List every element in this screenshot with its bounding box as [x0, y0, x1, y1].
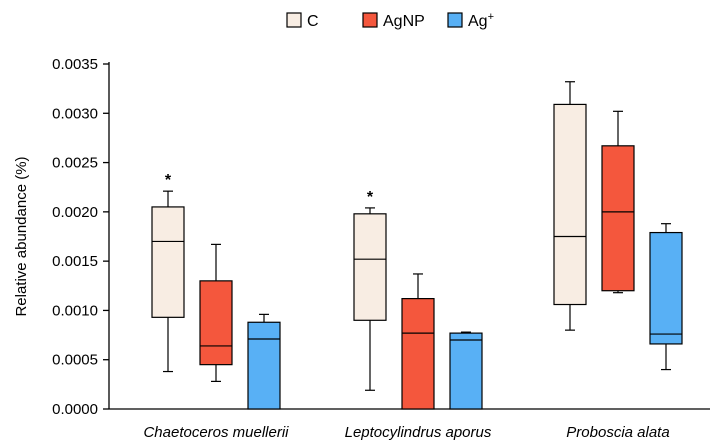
legend-label-text: Ag — [468, 13, 488, 30]
box-ag-2 — [649, 223, 683, 371]
box-iqr — [649, 231, 683, 345]
box-c-1 — [353, 207, 387, 391]
box-iqr — [353, 213, 387, 321]
y-tick-label: 0.0005 — [52, 352, 98, 369]
legend-item-agnp: AgNP — [362, 12, 425, 30]
box-iqr — [199, 280, 233, 366]
legend-label: AgNP — [383, 13, 425, 30]
significance-marker: * — [367, 189, 374, 206]
legend-label-text: C — [307, 13, 319, 30]
box-iqr — [401, 298, 435, 410]
box-iqr — [601, 145, 635, 292]
y-ticks: 0.0000 0.0005 0.0010 0.0015 0.0020 0.0025 0.00… — [52, 56, 109, 418]
box-iqr — [247, 321, 281, 410]
axes: Relative abundance (%) — [13, 62, 710, 410]
box-c-2 — [553, 81, 587, 331]
box-agnp-2 — [601, 110, 635, 294]
box-iqr — [449, 332, 483, 410]
legend: C AgNP Ag+ — [286, 11, 494, 30]
category-labels: Chaetoceros muellerii Leptocylindrus apor… — [143, 424, 669, 441]
y-tick-label: 0.0010 — [52, 302, 98, 319]
legend-label: C — [307, 13, 319, 30]
y-tick-label: 0.0035 — [52, 56, 98, 73]
legend-label: Ag+ — [468, 11, 494, 30]
x-category-label: Leptocylindrus aporus — [345, 424, 492, 441]
x-category-label: Chaetoceros muellerii — [143, 424, 289, 441]
box-ag-1 — [449, 331, 483, 410]
legend-label-text: AgNP — [383, 13, 425, 30]
legend-item-ag: Ag+ — [447, 11, 494, 30]
box-iqr — [553, 103, 587, 306]
y-tick-label: 0.0025 — [52, 155, 98, 172]
boxes: ** — [151, 81, 683, 410]
x-category-label: Proboscia alata — [566, 424, 669, 441]
box-agnp-0 — [199, 243, 233, 382]
legend-swatch — [362, 12, 378, 28]
y-tick-label: 0.0000 — [52, 401, 98, 418]
significance-marker: * — [165, 172, 172, 189]
box-ag-0 — [247, 313, 281, 410]
y-axis-title: Relative abundance (%) — [13, 156, 30, 316]
legend-swatch — [286, 12, 302, 28]
legend-label-superscript: + — [488, 11, 494, 23]
box-iqr — [151, 206, 185, 318]
box-agnp-1 — [401, 273, 435, 410]
box-c-0 — [151, 190, 185, 373]
legend-item-c: C — [286, 12, 319, 30]
y-tick-label: 0.0030 — [52, 105, 98, 122]
y-tick-label: 0.0015 — [52, 253, 98, 270]
y-tick-label: 0.0020 — [52, 204, 98, 221]
legend-swatch — [447, 12, 463, 28]
